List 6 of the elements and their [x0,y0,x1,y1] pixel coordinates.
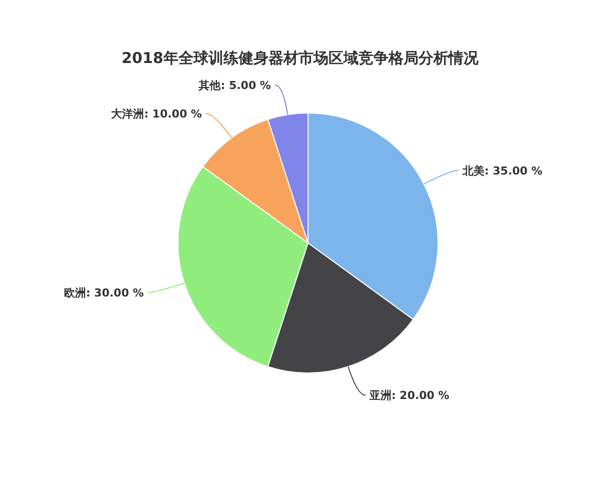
slice-label: 大洋洲: 10.00 % [111,108,202,121]
slice-label: 欧洲: 30.00 % [64,286,144,300]
chart-title: 2018年全球训练健身器材市场区域竞争格局分析情况 [122,49,480,67]
slice-label: 北美: 35.00 % [462,164,542,178]
slice-label: 亚洲: 20.00 % [368,389,450,402]
slice-label: 其他: 5.00 % [198,78,271,92]
